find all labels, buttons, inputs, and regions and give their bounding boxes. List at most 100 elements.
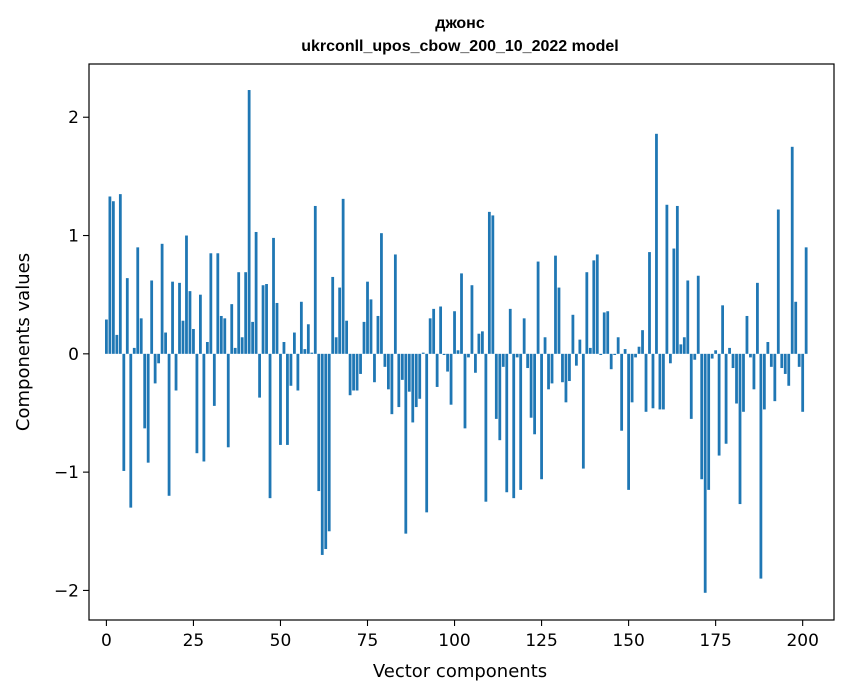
bar-67 — [338, 287, 342, 354]
bar-53 — [289, 353, 293, 386]
bar-40 — [244, 272, 248, 354]
bar-22 — [181, 320, 185, 354]
y-tick-label: −1 — [54, 463, 79, 483]
bar-99 — [449, 353, 453, 405]
bar-5 — [122, 353, 126, 471]
bar-107 — [477, 333, 481, 354]
bar-68 — [341, 198, 345, 354]
x-axis-label: Vector components — [373, 661, 547, 682]
bar-35 — [226, 353, 230, 448]
bar-98 — [446, 353, 449, 372]
bar-194 — [780, 353, 784, 369]
bar-185 — [749, 353, 752, 358]
bar-163 — [672, 248, 676, 354]
bar-147 — [616, 337, 620, 354]
bar-183 — [742, 353, 745, 412]
bar-154 — [641, 330, 644, 354]
bar-184 — [745, 315, 749, 354]
bar-59 — [310, 352, 314, 354]
bar-175 — [714, 350, 718, 354]
bar-17 — [164, 332, 167, 354]
bar-25 — [192, 328, 195, 354]
bar-34 — [223, 318, 227, 354]
bar-62 — [320, 353, 324, 555]
bar-84 — [397, 353, 401, 408]
bar-189 — [762, 353, 766, 410]
bar-102 — [460, 273, 463, 354]
y-axis-label: Components values — [13, 253, 34, 431]
bar-118 — [515, 353, 519, 358]
bar-176 — [717, 353, 721, 456]
bar-173 — [707, 353, 711, 490]
bar-9 — [136, 247, 140, 354]
x-tick-label: 0 — [101, 631, 112, 651]
bar-180 — [731, 353, 735, 369]
bar-13 — [150, 280, 154, 354]
bar-14 — [153, 353, 157, 384]
bar-43 — [254, 231, 258, 354]
bar-158 — [655, 133, 658, 354]
bar-50 — [279, 353, 282, 445]
bar-63 — [324, 353, 328, 550]
bar-190 — [766, 342, 770, 354]
bar-171 — [700, 353, 704, 480]
bar-54 — [293, 332, 296, 354]
bar-187 — [756, 282, 759, 354]
y-axis-ticks: −2 −1 0 1 2 — [54, 108, 89, 601]
bar-120 — [522, 318, 526, 354]
bar-123 — [533, 353, 536, 435]
bar-109 — [484, 353, 488, 502]
bar-193 — [776, 209, 780, 354]
bar-44 — [258, 353, 261, 398]
bar-58 — [306, 324, 310, 354]
bar-38 — [237, 272, 241, 354]
bar-137 — [581, 353, 585, 469]
bar-75 — [366, 281, 369, 354]
bar-110 — [487, 211, 491, 354]
bar-156 — [648, 252, 651, 354]
bar-51 — [282, 342, 286, 354]
bar-94 — [432, 308, 436, 354]
bar-24 — [188, 291, 192, 354]
bar-10 — [139, 318, 143, 354]
bar-139 — [588, 347, 592, 354]
bar-129 — [554, 255, 557, 354]
bar-32 — [216, 253, 220, 354]
bar-87 — [407, 353, 411, 392]
bar-169 — [693, 353, 697, 360]
bar-192 — [773, 353, 777, 402]
bar-153 — [637, 346, 641, 354]
bar-81 — [387, 353, 390, 390]
bar-85 — [400, 353, 404, 380]
bar-19 — [171, 281, 174, 354]
bar-1 — [108, 196, 112, 354]
bar-26 — [195, 353, 199, 454]
x-tick-label: 25 — [183, 631, 205, 651]
bar-114 — [501, 353, 505, 367]
bar-119 — [519, 353, 523, 490]
bar-101 — [456, 350, 460, 354]
bar-78 — [376, 315, 380, 354]
bar-144 — [606, 311, 610, 354]
bar-41 — [247, 90, 251, 354]
bar-188 — [759, 353, 763, 579]
chart-title-line2: ukrconll_upos_cbow_200_10_2022 model — [301, 38, 618, 55]
bar-47 — [268, 353, 272, 499]
bar-145 — [609, 353, 613, 370]
bar-74 — [362, 321, 366, 354]
bar-71 — [352, 353, 355, 391]
bar-7 — [129, 353, 133, 508]
bar-128 — [550, 353, 554, 384]
bar-48 — [272, 237, 275, 354]
bar-61 — [317, 353, 321, 492]
bar-161 — [665, 204, 669, 354]
bar-52 — [286, 353, 289, 445]
bar-28 — [202, 353, 206, 462]
bar-125 — [540, 353, 543, 480]
bar-69 — [345, 320, 349, 354]
bar-18 — [167, 353, 171, 496]
bar-181 — [735, 353, 738, 404]
bar-122 — [529, 353, 533, 418]
bar-167 — [686, 280, 690, 354]
bar-195 — [783, 353, 787, 374]
